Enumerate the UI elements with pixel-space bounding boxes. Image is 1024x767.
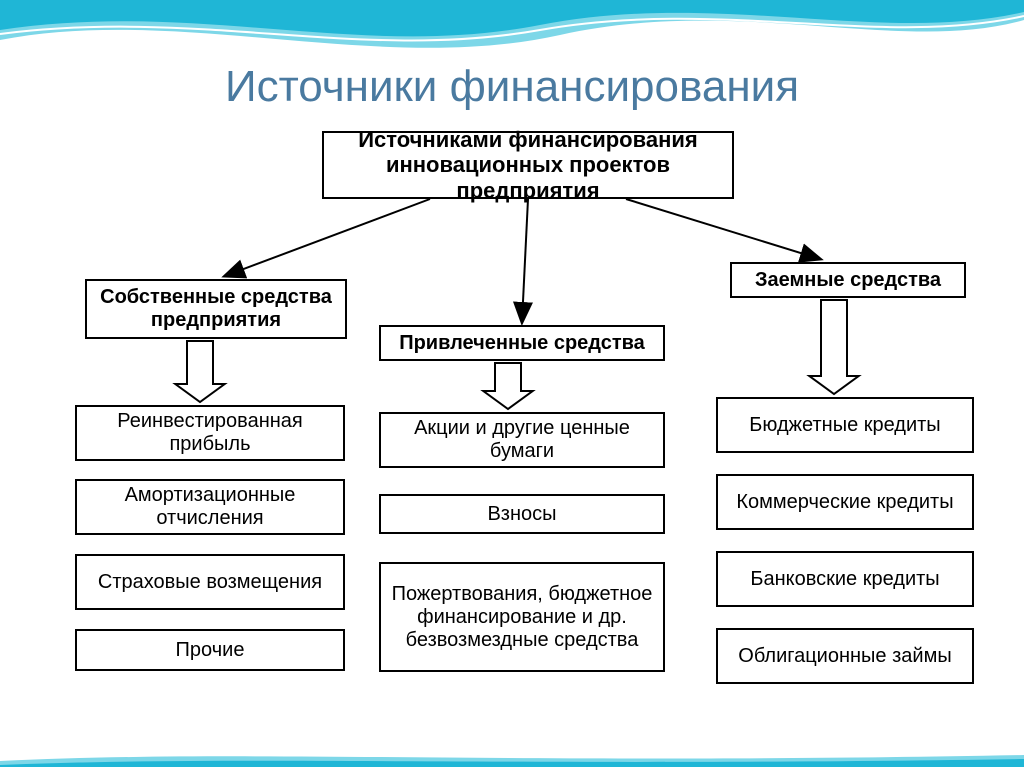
diagram-node-c2_2: Взносы: [379, 494, 665, 534]
diagram-node-col1_h: Собственные средства предприятия: [85, 279, 347, 339]
diagram-node-c2_3: Пожертвования, бюджетное финансирование …: [379, 562, 665, 672]
diagram-node-c3_1: Бюджетные кредиты: [716, 397, 974, 453]
diagram-node-c2_1: Акции и другие ценные бумаги: [379, 412, 665, 468]
diagram-node-col3_h: Заемные средства: [730, 262, 966, 298]
diagram-node-c1_1: Реинвестированная прибыль: [75, 405, 345, 461]
diagram-node-c1_4: Прочие: [75, 629, 345, 671]
diagram-node-c3_3: Банковские кредиты: [716, 551, 974, 607]
diagram-node-c3_2: Коммерческие кредиты: [716, 474, 974, 530]
slide-title: Источники финансирования: [0, 62, 1024, 112]
diagram-node-c1_3: Страховые возмещения: [75, 554, 345, 610]
diagram-node-c3_4: Облигационные займы: [716, 628, 974, 684]
diagram-node-root: Источниками финансирования инновационных…: [322, 131, 734, 199]
diagram-node-col2_h: Привлеченные средства: [379, 325, 665, 361]
wave-decoration-bottom: [0, 747, 1024, 767]
diagram-node-c1_2: Амортизационные отчисления: [75, 479, 345, 535]
